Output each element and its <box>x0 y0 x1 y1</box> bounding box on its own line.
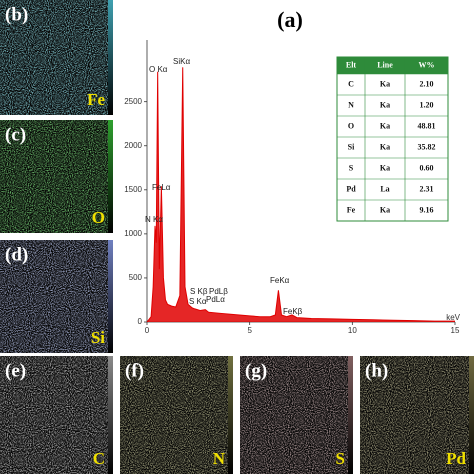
peak-annotation: SiKα <box>173 57 190 66</box>
peak-annotation: PdLβ <box>209 287 228 296</box>
table-header: Line <box>377 60 393 69</box>
table-cell: 2.31 <box>420 184 434 193</box>
table-cell: Ka <box>380 205 390 214</box>
map-colorbar <box>108 240 113 353</box>
map-colorbar <box>108 0 113 115</box>
map-colorbar <box>348 356 353 474</box>
map-label: (d) <box>5 244 28 265</box>
map-label: (g) <box>245 360 267 381</box>
x-axis-label: keV <box>446 313 460 322</box>
peak-annotation: PdLα <box>206 295 225 304</box>
map-element: S <box>336 449 345 468</box>
map-element: Fe <box>87 90 105 109</box>
peak-annotation: S Kα <box>189 297 207 306</box>
x-tick-label: 10 <box>348 326 357 335</box>
map-element: O <box>92 208 105 227</box>
table-header: Elt <box>346 60 357 69</box>
chart-title: (a) <box>277 7 303 32</box>
spectrum-line <box>146 67 455 323</box>
peak-annotation: FeKβ <box>283 307 303 316</box>
peak-annotation: FeLα <box>152 183 171 192</box>
table-cell: O <box>348 121 354 130</box>
table-border <box>336 56 449 222</box>
map-label: (c) <box>5 124 26 145</box>
table-cell: La <box>380 184 389 193</box>
map-noise <box>0 120 108 233</box>
x-tick-label: 5 <box>247 326 252 335</box>
table-cell: C <box>348 79 354 88</box>
map-element: Pd <box>446 449 466 468</box>
table-cell: 1.20 <box>420 100 434 109</box>
table-cell: Ka <box>380 142 390 151</box>
map-noise <box>0 356 108 474</box>
table-cell: Ka <box>380 121 390 130</box>
x-tick-label: 15 <box>451 326 460 335</box>
y-tick-label: 500 <box>129 273 143 282</box>
table-cell: N <box>348 100 354 109</box>
table-cell: 9.16 <box>420 205 434 214</box>
peak-annotation: O Kα <box>149 65 168 74</box>
map-noise <box>0 0 108 115</box>
map-label: (e) <box>5 360 26 381</box>
table-cell: Ka <box>380 79 390 88</box>
table-cell: S <box>349 163 354 172</box>
y-tick-label: 2500 <box>124 97 142 106</box>
y-tick-label: 1000 <box>124 229 142 238</box>
table-cell: 0.60 <box>420 163 434 172</box>
map-colorbar <box>108 120 113 233</box>
table-cell: 35.82 <box>418 142 436 151</box>
map-colorbar <box>469 356 474 474</box>
map-element: C <box>93 449 105 468</box>
map-label: (b) <box>5 4 28 25</box>
map-noise <box>120 356 228 474</box>
table-header: W% <box>419 60 435 69</box>
map-noise <box>0 240 108 353</box>
y-tick-label: 1500 <box>124 185 142 194</box>
x-tick-label: 0 <box>145 326 150 335</box>
y-tick-label: 0 <box>138 317 143 326</box>
peak-annotation: N Kα <box>145 215 163 224</box>
table-cell: Ka <box>380 100 390 109</box>
y-tick-label: 2000 <box>124 141 142 150</box>
map-colorbar <box>108 356 113 474</box>
map-colorbar <box>228 356 233 474</box>
peak-annotation: S Kβ <box>190 287 208 296</box>
table-cell: 2.10 <box>420 79 434 88</box>
table-cell: Fe <box>347 205 356 214</box>
peak-annotation: FeKα <box>270 276 290 285</box>
map-element: Si <box>91 328 105 347</box>
table-cell: Si <box>348 142 355 151</box>
map-noise <box>360 356 469 474</box>
map-label: (f) <box>125 360 144 381</box>
map-noise <box>240 356 348 474</box>
table-cell: Ka <box>380 163 390 172</box>
table-cell: 48.81 <box>418 121 436 130</box>
table-cell: Pd <box>346 184 356 193</box>
map-label: (h) <box>365 360 388 381</box>
map-element: N <box>213 449 226 468</box>
